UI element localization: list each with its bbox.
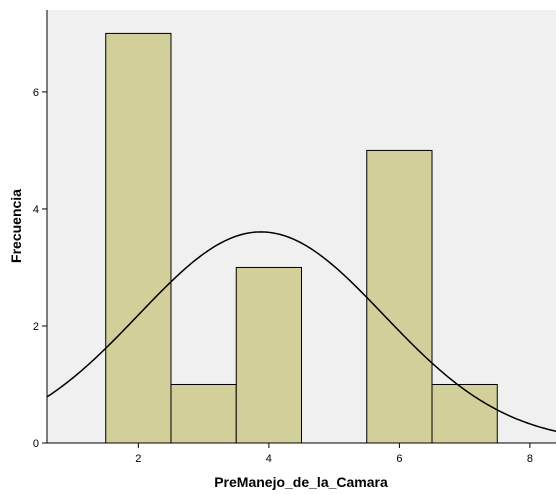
histogram-bar-2	[170, 383, 237, 444]
y-axis-title: Frecuencia	[8, 189, 24, 263]
histogram-bar-5	[366, 149, 433, 444]
y-tick-label: 2	[33, 321, 39, 333]
x-tick-label: 8	[527, 453, 533, 465]
y-axis-ticks: 0 2 4 6	[33, 87, 47, 450]
histogram-bars	[105, 32, 498, 444]
x-axis-title: PreManejo_de_la_Camara	[214, 474, 388, 490]
x-tick-label: 2	[135, 453, 141, 465]
y-tick-label: 4	[33, 204, 39, 216]
x-tick-label: 4	[266, 453, 272, 465]
histogram-bar-6	[431, 383, 498, 444]
histogram-bar-1	[105, 32, 172, 444]
normal-curve	[46, 231, 556, 433]
y-tick-label: 0	[33, 438, 39, 450]
x-axis-ticks: 2 4 6 8	[135, 443, 533, 465]
y-tick-label: 6	[33, 87, 39, 99]
histogram-bar-3	[235, 266, 302, 444]
x-tick-label: 6	[396, 453, 402, 465]
